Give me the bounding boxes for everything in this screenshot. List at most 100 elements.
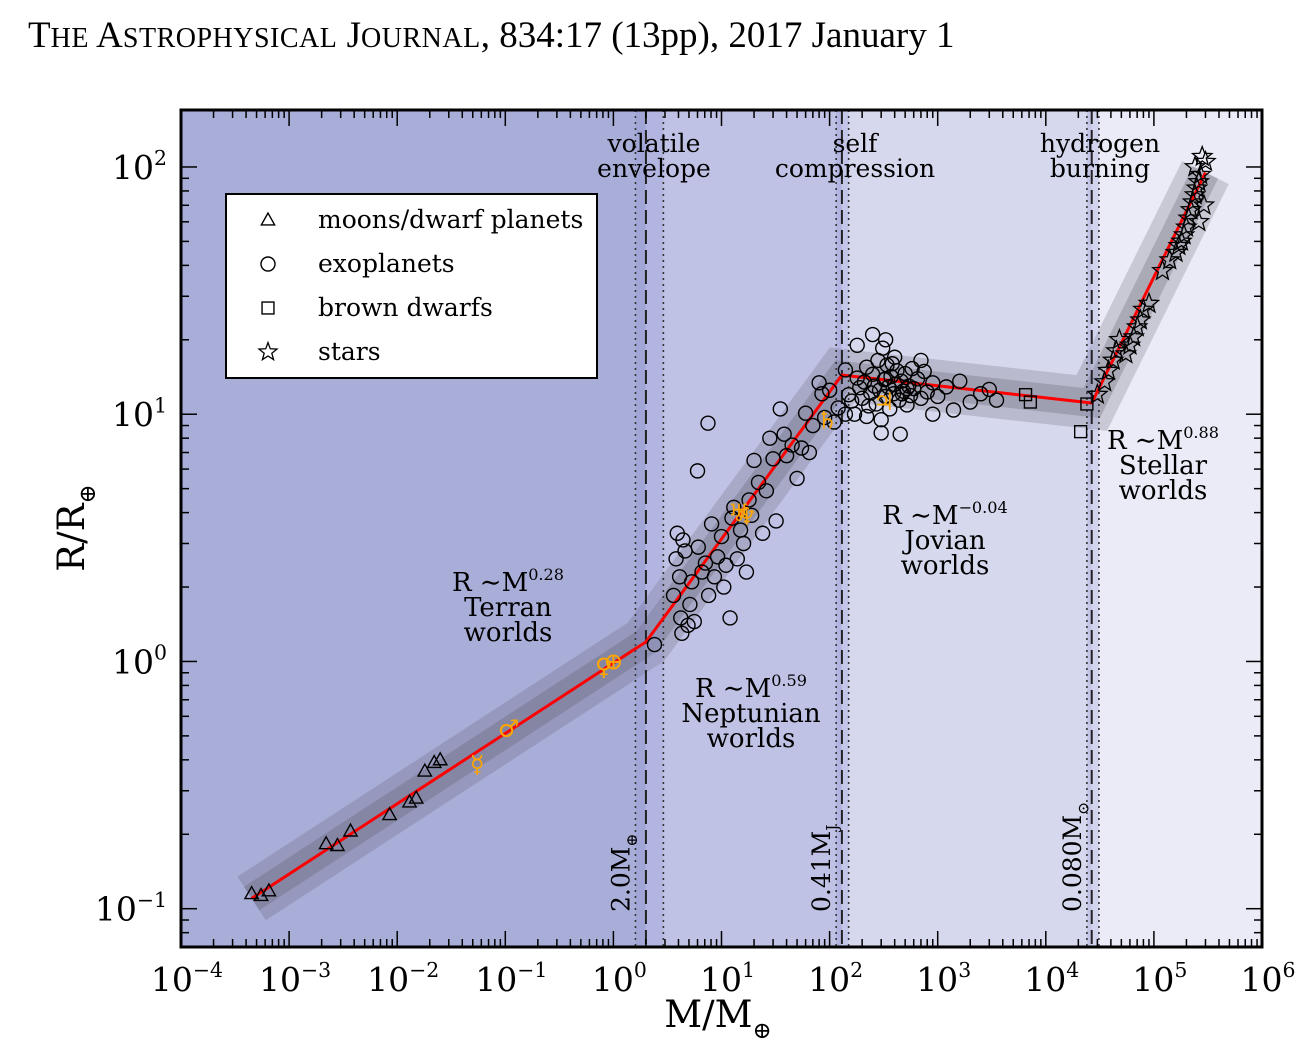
citation-text: , 834:17 (13pp), 2017 January 1 xyxy=(480,15,955,56)
regime-suffix: worlds xyxy=(707,724,796,754)
circle-data-point xyxy=(716,579,732,595)
circle-data-point xyxy=(686,613,702,630)
legend-square-icon xyxy=(261,301,275,315)
circle-data-point xyxy=(837,362,854,378)
regime-suffix: worlds xyxy=(1119,476,1208,506)
triangle-data-point xyxy=(329,837,346,852)
legend-label: brown dwarfs xyxy=(318,293,493,322)
circle-data-point xyxy=(913,352,929,369)
x-tick-label-exponent: −3 xyxy=(301,958,331,982)
circle-data-point xyxy=(682,596,698,613)
star-data-point xyxy=(1101,348,1125,371)
star-data-point xyxy=(1105,339,1128,361)
x-tick-label: 10−1 xyxy=(475,958,547,999)
y-tick-label: 100 xyxy=(112,641,167,682)
circle-data-point xyxy=(826,414,842,430)
triangle-data-point xyxy=(261,882,277,897)
transition-title: burning xyxy=(1050,154,1150,183)
circle-data-point xyxy=(735,535,752,552)
circle-data-point xyxy=(916,363,932,380)
circle-data-point xyxy=(772,401,789,417)
circle-data-point xyxy=(746,452,762,469)
circle-data-point xyxy=(864,326,881,343)
x-tick-label-exponent: −1 xyxy=(517,958,547,982)
transition-mass-label-main: 2.0M xyxy=(606,847,635,912)
x-tick-label: 10−3 xyxy=(259,958,331,999)
regime-relation-main: R ∼M xyxy=(695,674,771,704)
circle-data-point xyxy=(805,417,821,434)
solar-system-planet-symbol: ⊕ xyxy=(603,647,623,675)
circle-data-point xyxy=(873,425,889,441)
regime-suffix: worlds xyxy=(464,618,553,648)
journal-name-part: OURNAL xyxy=(361,23,481,54)
transition-mass-label-main: 0.41M xyxy=(807,831,836,912)
triangle-data-point xyxy=(426,754,443,769)
circle-data-point xyxy=(973,386,989,402)
x-tick-label: 102 xyxy=(808,958,863,999)
y-tick-label-main: 10 xyxy=(112,395,154,434)
circle-data-point xyxy=(697,555,714,571)
circle-data-point xyxy=(902,387,919,404)
legend-label: moons/dwarf planets xyxy=(318,205,583,234)
plot-frame xyxy=(179,108,1264,949)
transition-uncertainty-span-2 xyxy=(1086,110,1099,947)
circle-data-point xyxy=(877,371,894,387)
x-tick-label-main: 10 xyxy=(1240,960,1282,999)
regime-name: Stellar xyxy=(1119,451,1208,481)
circle-data-point xyxy=(776,426,792,442)
y-tick-label-exponent: −1 xyxy=(137,888,167,912)
y-tick-label-main: 10 xyxy=(112,642,154,681)
triangle-data-point xyxy=(401,793,418,808)
circle-data-point xyxy=(952,373,968,389)
x-tick-label-main: 10 xyxy=(151,960,193,999)
x-tick-label-main: 10 xyxy=(916,960,958,999)
x-tick-label: 105 xyxy=(1132,958,1187,999)
legend-box xyxy=(225,193,598,379)
regime-relation-exponent: 0.28 xyxy=(528,565,564,584)
circle-data-point xyxy=(724,510,740,526)
regime-relation: R ∼M0.88 xyxy=(1107,423,1219,456)
circle-data-point xyxy=(758,483,775,499)
x-tick-label-main: 10 xyxy=(259,960,301,999)
triangle-data-point xyxy=(243,885,260,900)
circle-data-point xyxy=(846,406,863,422)
circle-data-point xyxy=(729,551,745,567)
circle-data-point xyxy=(801,444,818,461)
circle-data-point xyxy=(646,636,663,653)
regime-relation: R ∼M0.28 xyxy=(452,565,564,598)
circle-data-point xyxy=(945,402,962,418)
circle-data-point xyxy=(668,551,684,567)
circle-data-point xyxy=(700,587,717,604)
circle-data-point xyxy=(675,532,691,548)
circle-data-point xyxy=(875,340,891,356)
circle-data-point xyxy=(925,406,941,422)
circle-data-point xyxy=(849,337,865,353)
solar-system-planet-symbol: ♅ xyxy=(728,499,750,527)
triangle-data-point xyxy=(253,887,269,902)
circle-data-point xyxy=(754,525,771,541)
circle-data-point xyxy=(722,610,738,626)
circle-data-point xyxy=(981,381,997,398)
transition-mass-label-main: 0.080M xyxy=(1058,815,1087,912)
star-data-point xyxy=(1118,333,1142,355)
circle-data-point xyxy=(762,430,778,446)
x-tick-label: 104 xyxy=(1024,958,1079,999)
regime-relation-exponent: 0.88 xyxy=(1183,423,1219,442)
circle-data-point xyxy=(882,401,898,417)
legend-star-icon xyxy=(257,340,279,362)
circle-data-point xyxy=(811,375,827,391)
circle-data-point xyxy=(821,382,838,398)
star-data-point xyxy=(1137,291,1161,314)
regime-region-2 xyxy=(841,110,1092,947)
y-tick-label: 102 xyxy=(112,146,167,187)
x-axis-label-main: M/M xyxy=(664,993,752,1036)
circle-data-point xyxy=(784,437,800,453)
transition-mass-label: 0.41MJ xyxy=(807,825,842,912)
journal-name-part: J xyxy=(346,15,362,56)
circle-data-point xyxy=(718,557,734,573)
regime-relation-main: R ∼M xyxy=(1107,426,1183,456)
transition-mass-label-subscript: ⊙ xyxy=(1074,802,1092,815)
circle-data-point xyxy=(938,379,954,395)
circle-data-point xyxy=(797,405,814,421)
regime-suffix: worlds xyxy=(901,551,990,581)
